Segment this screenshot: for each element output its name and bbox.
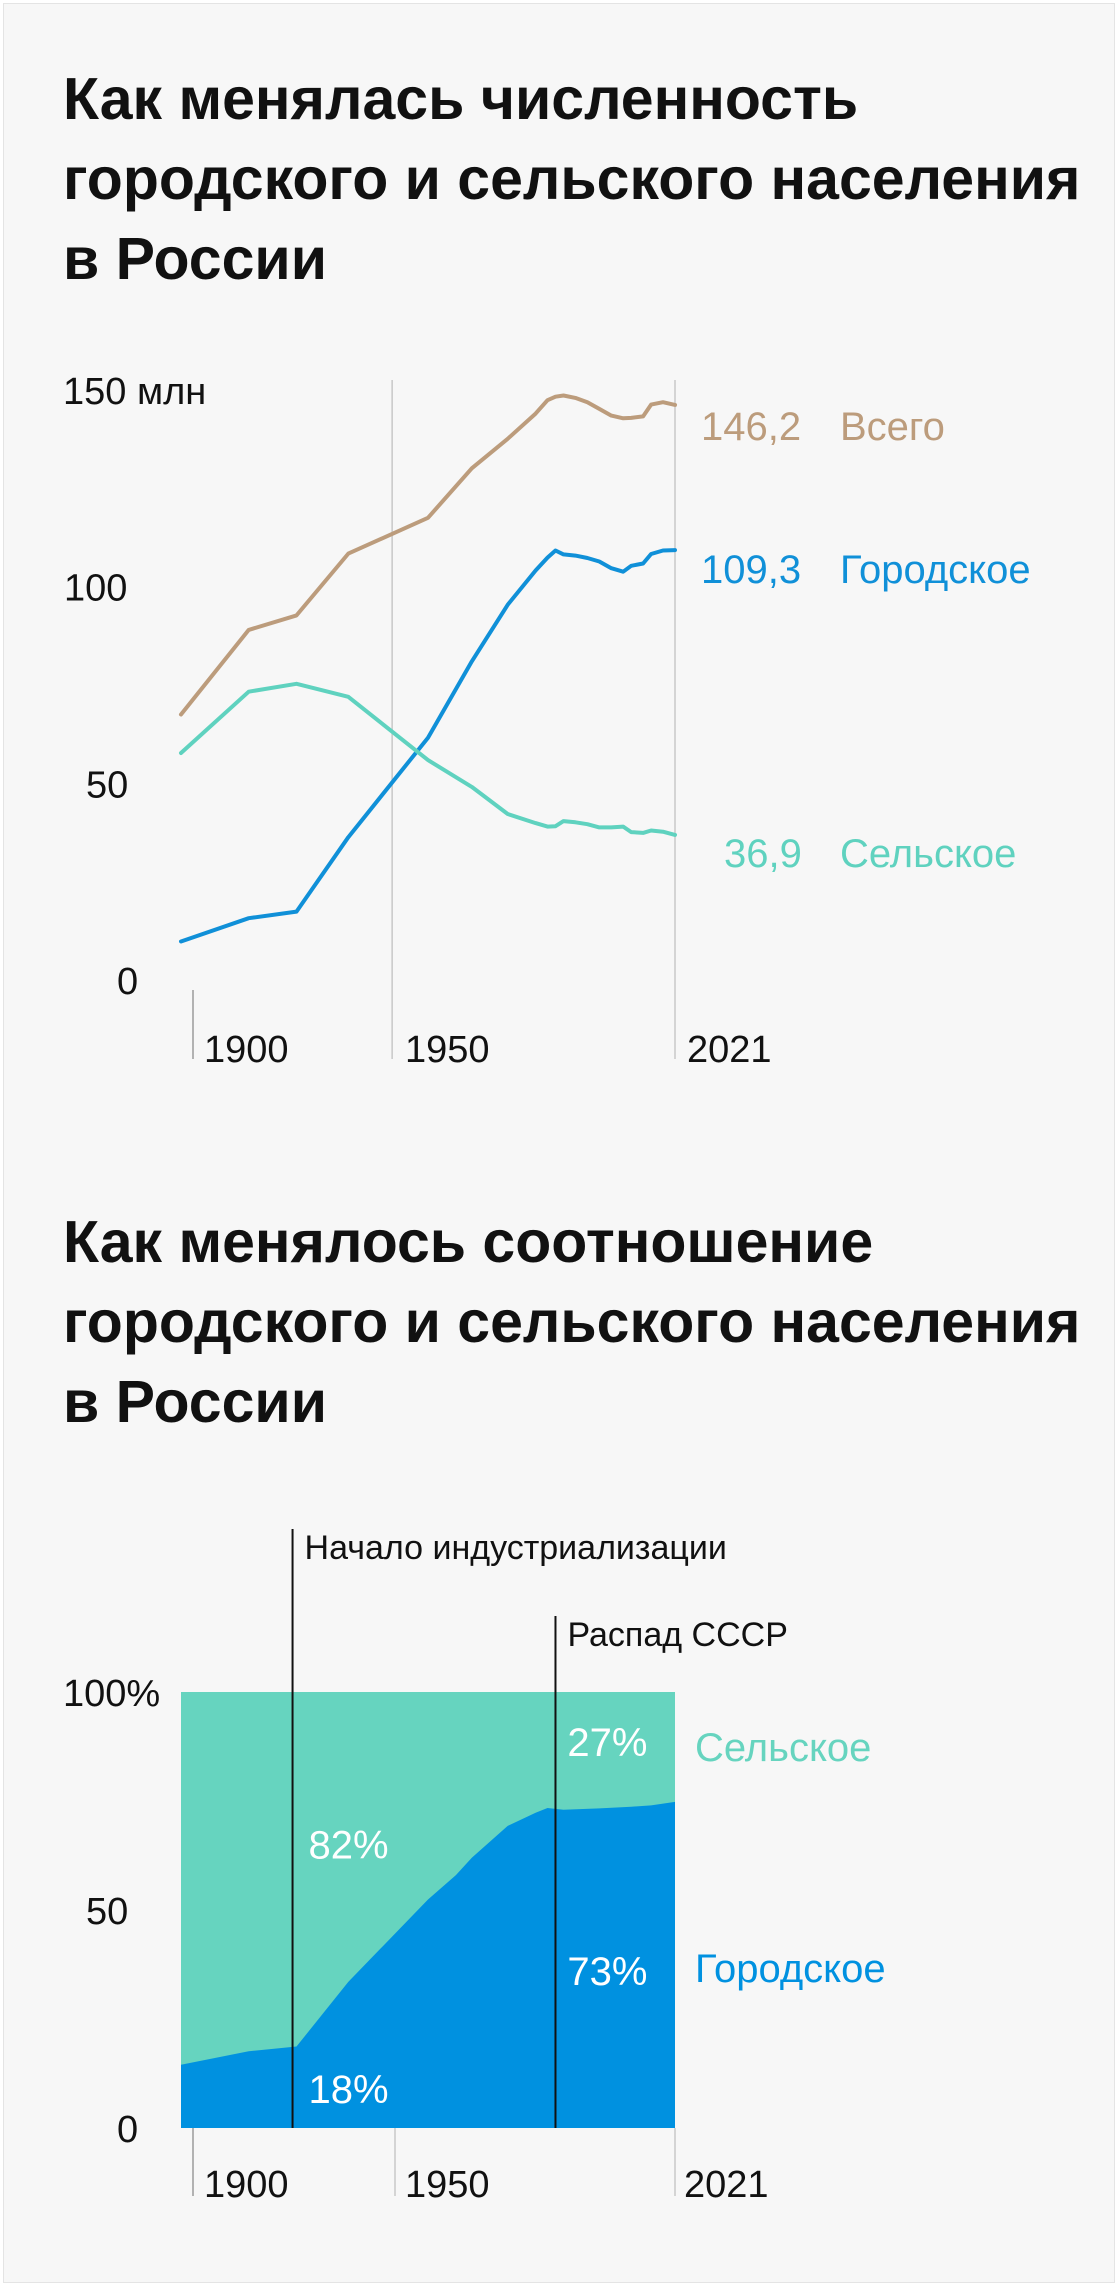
- x-tick-label: 1900: [204, 1029, 289, 1071]
- share-data-label: 27%: [567, 1721, 647, 1765]
- x-tick-label: 1900: [204, 2164, 289, 2206]
- end-value-label: 146,2: [701, 405, 801, 449]
- x-tick-label: 2021: [684, 2164, 769, 2206]
- share-data-label: 18%: [308, 2068, 388, 2112]
- series-line-rural: [179, 681, 677, 837]
- series-line-urban: [179, 548, 677, 944]
- series-name-label: Городское: [695, 1947, 886, 1991]
- series-name-label: Сельское: [695, 1726, 871, 1770]
- end-value-label: 109,3: [701, 548, 801, 592]
- share-data-label: 82%: [308, 1824, 388, 1868]
- series-line-total: [179, 393, 677, 717]
- x-tick-label: 1950: [405, 2164, 490, 2206]
- series-name-label: Всего: [840, 405, 945, 449]
- urban-share-area: [181, 1801, 675, 2128]
- y-tick-label: 0: [117, 961, 138, 1003]
- y-tick-label: 50: [86, 764, 128, 806]
- y-tick-label: 100: [64, 568, 127, 610]
- ussr-collapse-marker-label: Распад СССР: [567, 1616, 787, 1654]
- y-tick-label: 100%: [63, 1673, 160, 1715]
- end-value-label: 36,9: [724, 832, 802, 876]
- chart1-title: Как менялась численность городского и се…: [63, 66, 1081, 292]
- y-tick-label: 150 млн: [63, 371, 206, 413]
- series-name-label: Сельское: [840, 832, 1016, 876]
- industrialization-marker-label: Начало индустриализации: [305, 1529, 727, 1567]
- x-tick-label: 2021: [687, 1029, 772, 1071]
- x-tick-label: 1950: [405, 1029, 490, 1071]
- infographic-card: Как менялась численность городского и се…: [3, 3, 1115, 2283]
- series-name-label: Городское: [840, 548, 1031, 592]
- population-share-area-chart: Начало индустриализации Распад СССР 0 50 100…: [63, 1529, 886, 2206]
- y-tick-label: 50: [86, 1891, 128, 1933]
- population-line-chart: 0 50 100 150 млн 1900 1950 2021 146,2 Всего 109,3…: [63, 371, 1031, 1071]
- share-data-label: 73%: [567, 1950, 647, 1994]
- chart2-title: Как менялось соотношение городского и се…: [63, 1209, 1081, 1435]
- y-tick-label: 0: [117, 2109, 138, 2151]
